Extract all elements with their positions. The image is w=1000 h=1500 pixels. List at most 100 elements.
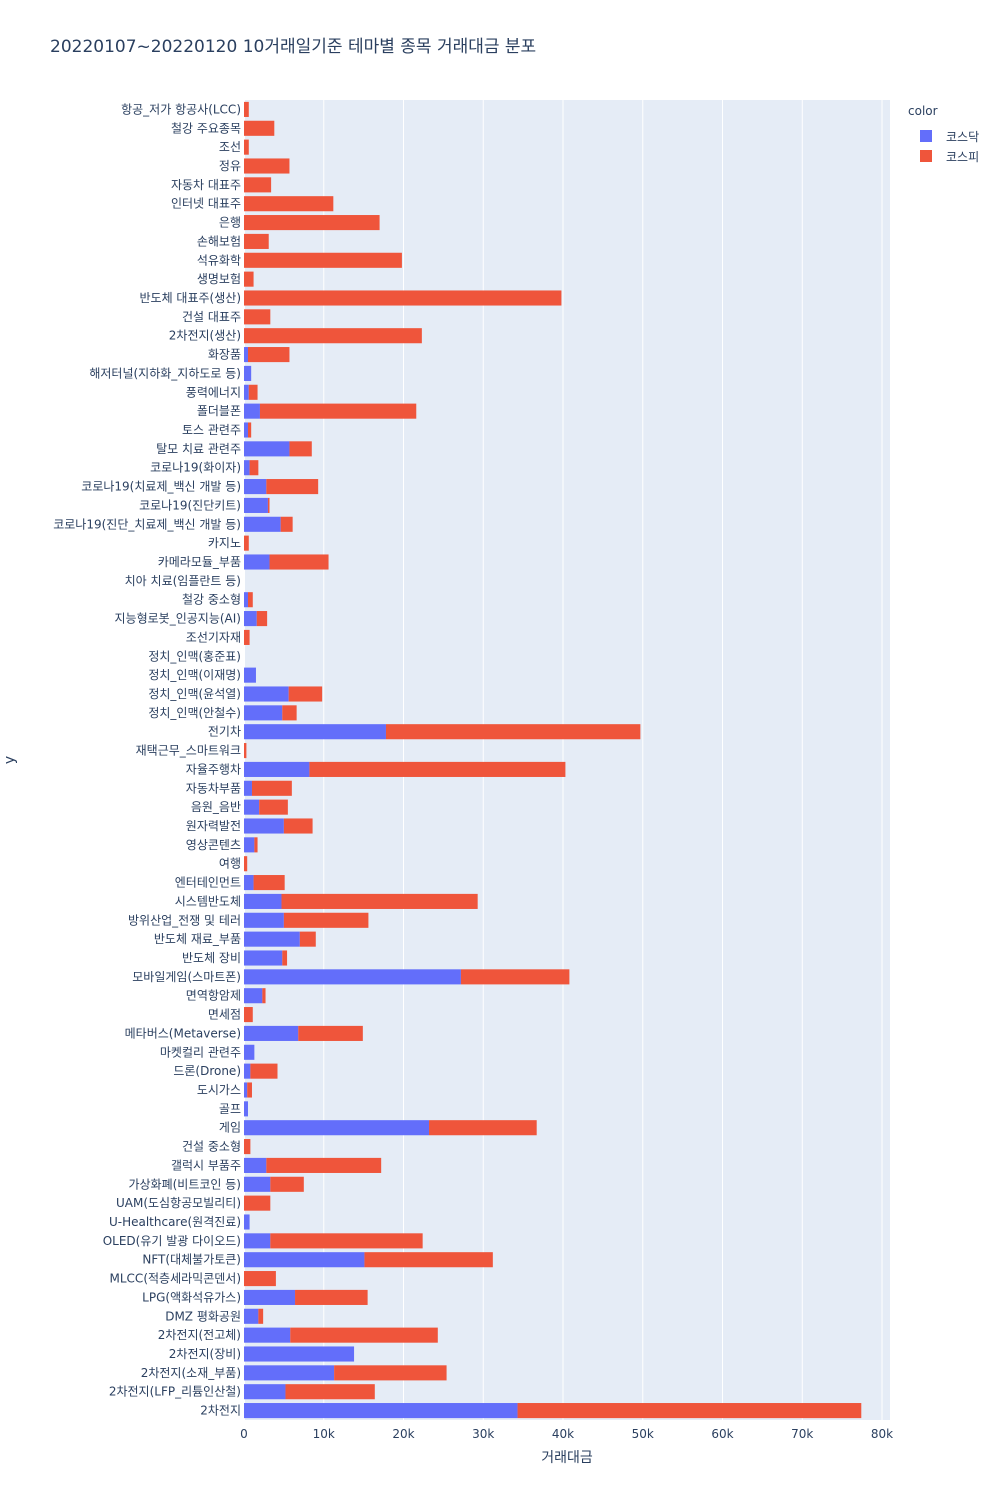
bar-kospi[interactable] (283, 818, 313, 834)
bar-kosdaq[interactable] (244, 1365, 335, 1381)
bar-kosdaq[interactable] (244, 950, 283, 966)
bar-kospi[interactable] (244, 1195, 271, 1211)
bar-kospi[interactable] (244, 101, 249, 117)
bar-kospi[interactable] (244, 1007, 253, 1023)
bar-kosdaq[interactable] (244, 1327, 291, 1343)
bar-kosdaq[interactable] (244, 1044, 255, 1060)
legend-item-kosdaq[interactable]: 코스닥 (920, 126, 979, 146)
bar-kospi[interactable] (244, 271, 254, 287)
bar-kospi[interactable] (248, 384, 258, 400)
bar-kospi[interactable] (244, 328, 422, 344)
bar-kospi[interactable] (299, 931, 316, 947)
bar-kosdaq[interactable] (244, 912, 284, 928)
bar-kosdaq[interactable] (244, 988, 263, 1004)
bar-kospi[interactable] (247, 347, 290, 363)
bar-kospi[interactable] (244, 629, 250, 645)
bar-kospi[interactable] (269, 554, 329, 570)
bar-kosdaq[interactable] (244, 686, 289, 702)
bar-kospi[interactable] (309, 761, 566, 777)
bar-kospi[interactable] (254, 837, 258, 853)
bar-kospi[interactable] (270, 1233, 423, 1249)
bar-kosdaq[interactable] (244, 1101, 248, 1117)
bar-kosdaq[interactable] (244, 1082, 248, 1098)
bar-kospi[interactable] (290, 1327, 438, 1343)
bar-kosdaq[interactable] (244, 516, 281, 532)
bar-kospi[interactable] (283, 912, 369, 928)
bar-kospi[interactable] (258, 1308, 264, 1324)
bar-kosdaq[interactable] (244, 497, 268, 513)
bar-kosdaq[interactable] (244, 1120, 430, 1136)
bar-kospi[interactable] (244, 1271, 276, 1287)
bar-kospi[interactable] (267, 497, 270, 513)
bar-kospi[interactable] (256, 611, 268, 627)
bar-kospi[interactable] (282, 705, 297, 721)
bar-kospi[interactable] (262, 988, 266, 1004)
bar-kospi[interactable] (460, 969, 570, 985)
bar-kospi[interactable] (244, 139, 249, 155)
bar-kospi[interactable] (298, 1025, 363, 1041)
bar-kospi[interactable] (288, 686, 323, 702)
bar-kosdaq[interactable] (244, 1214, 250, 1230)
bar-kospi[interactable] (244, 856, 248, 872)
bar-kosdaq[interactable] (244, 1063, 251, 1079)
bar-kospi[interactable] (244, 196, 334, 212)
bar-kospi[interactable] (266, 479, 319, 495)
bar-kospi[interactable] (259, 799, 288, 815)
bar-kospi[interactable] (244, 1139, 251, 1155)
bar-kosdaq[interactable] (244, 479, 267, 495)
bar-kosdaq[interactable] (244, 592, 248, 608)
bar-kosdaq[interactable] (244, 705, 283, 721)
bar-kospi[interactable] (289, 441, 312, 457)
bar-kosdaq[interactable] (244, 422, 248, 438)
bar-kospi[interactable] (429, 1120, 537, 1136)
bar-kosdaq[interactable] (244, 1346, 355, 1362)
bar-kosdaq[interactable] (244, 365, 252, 381)
bar-kospi[interactable] (295, 1289, 368, 1305)
legend-item-kospi[interactable]: 코스피 (920, 146, 979, 166)
bar-kospi[interactable] (364, 1252, 493, 1268)
bar-kosdaq[interactable] (244, 1308, 259, 1324)
bar-kospi[interactable] (250, 1063, 278, 1079)
bar-kosdaq[interactable] (244, 1403, 518, 1419)
bar-kosdaq[interactable] (244, 1233, 271, 1249)
bar-kospi[interactable] (517, 1403, 862, 1419)
bar-kosdaq[interactable] (244, 799, 260, 815)
bar-kospi[interactable] (244, 177, 272, 193)
bar-kospi[interactable] (244, 120, 275, 136)
bar-kospi[interactable] (282, 950, 288, 966)
bar-kosdaq[interactable] (244, 441, 290, 457)
bar-kosdaq[interactable] (244, 1384, 286, 1400)
bar-kospi[interactable] (259, 403, 417, 419)
bar-kospi[interactable] (285, 1384, 375, 1400)
bar-kosdaq[interactable] (244, 818, 284, 834)
bar-kospi[interactable] (244, 233, 269, 249)
bar-kospi[interactable] (244, 309, 271, 325)
bar-kosdaq[interactable] (244, 1176, 271, 1192)
bar-kospi[interactable] (247, 592, 253, 608)
bar-kospi[interactable] (280, 516, 293, 532)
bar-kospi[interactable] (281, 893, 478, 909)
bar-kospi[interactable] (244, 743, 247, 759)
bar-kospi[interactable] (270, 1176, 304, 1192)
bar-kosdaq[interactable] (244, 667, 256, 683)
bar-kosdaq[interactable] (244, 1025, 299, 1041)
bar-kospi[interactable] (249, 460, 259, 476)
bar-kospi[interactable] (247, 422, 252, 438)
bar-kospi[interactable] (385, 724, 641, 740)
bar-kospi[interactable] (244, 252, 402, 268)
bar-kosdaq[interactable] (244, 931, 300, 947)
bar-kospi[interactable] (251, 780, 292, 796)
bar-kosdaq[interactable] (244, 837, 255, 853)
bar-kosdaq[interactable] (244, 460, 250, 476)
bar-kosdaq[interactable] (244, 347, 248, 363)
bar-kospi[interactable] (244, 158, 290, 174)
bar-kosdaq[interactable] (244, 403, 260, 419)
bar-kospi[interactable] (244, 290, 562, 306)
bar-kospi[interactable] (247, 1082, 252, 1098)
bar-kosdaq[interactable] (244, 780, 252, 796)
bar-kosdaq[interactable] (244, 724, 386, 740)
bar-kosdaq[interactable] (244, 761, 310, 777)
bar-kosdaq[interactable] (244, 611, 257, 627)
bar-kosdaq[interactable] (244, 893, 282, 909)
bar-kosdaq[interactable] (244, 969, 461, 985)
